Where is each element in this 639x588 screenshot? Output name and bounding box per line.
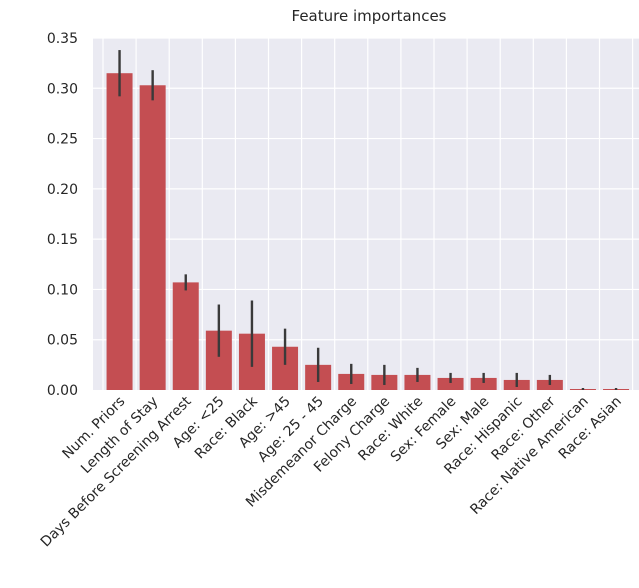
chart-title: Feature importances <box>292 7 447 25</box>
bar <box>404 374 431 390</box>
bars <box>106 73 630 391</box>
bar <box>172 282 199 390</box>
y-tick-label: 0.35 <box>47 31 78 47</box>
y-tick-labels: 0.00 0.05 0.10 0.15 0.20 0.25 0.30 0.35 <box>47 31 78 399</box>
y-tick-label: 0.20 <box>47 182 78 198</box>
y-tick-label: 0.00 <box>47 383 78 399</box>
grid-lines <box>93 37 639 390</box>
y-tick-label: 0.10 <box>47 282 78 298</box>
bar <box>139 85 166 391</box>
bar <box>106 73 133 390</box>
bar <box>437 377 464 390</box>
y-tick-label: 0.15 <box>47 232 78 248</box>
error-bars <box>118 50 618 390</box>
y-tick-label: 0.25 <box>47 132 78 148</box>
y-tick-label: 0.30 <box>47 81 78 97</box>
bar <box>470 377 497 390</box>
y-tick-label: 0.05 <box>47 333 78 349</box>
